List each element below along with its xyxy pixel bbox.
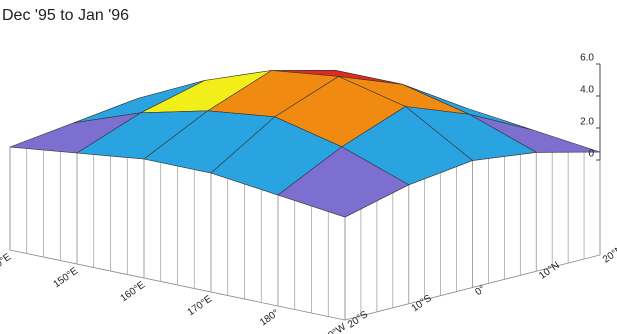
z-tick-label: 6.0 [580, 53, 594, 64]
x-tick-label: 170°W [317, 321, 348, 334]
z-tick-label: 0 [588, 149, 594, 160]
x-tick-label: 140°E [0, 251, 14, 276]
surface-cell [277, 146, 410, 218]
chart-title: Dec '95 to Jan '96 [2, 7, 129, 24]
z-tick-label: 4.0 [580, 85, 594, 96]
z-tick-label: 2.0 [580, 117, 594, 128]
x-tick-label: 150°E [52, 265, 81, 290]
y-tick-label: 20°N [601, 244, 617, 266]
x-tick-label: 160°E [119, 279, 148, 304]
x-tick-label: 180° [258, 308, 281, 329]
x-tick-label: 170°E [186, 293, 215, 318]
